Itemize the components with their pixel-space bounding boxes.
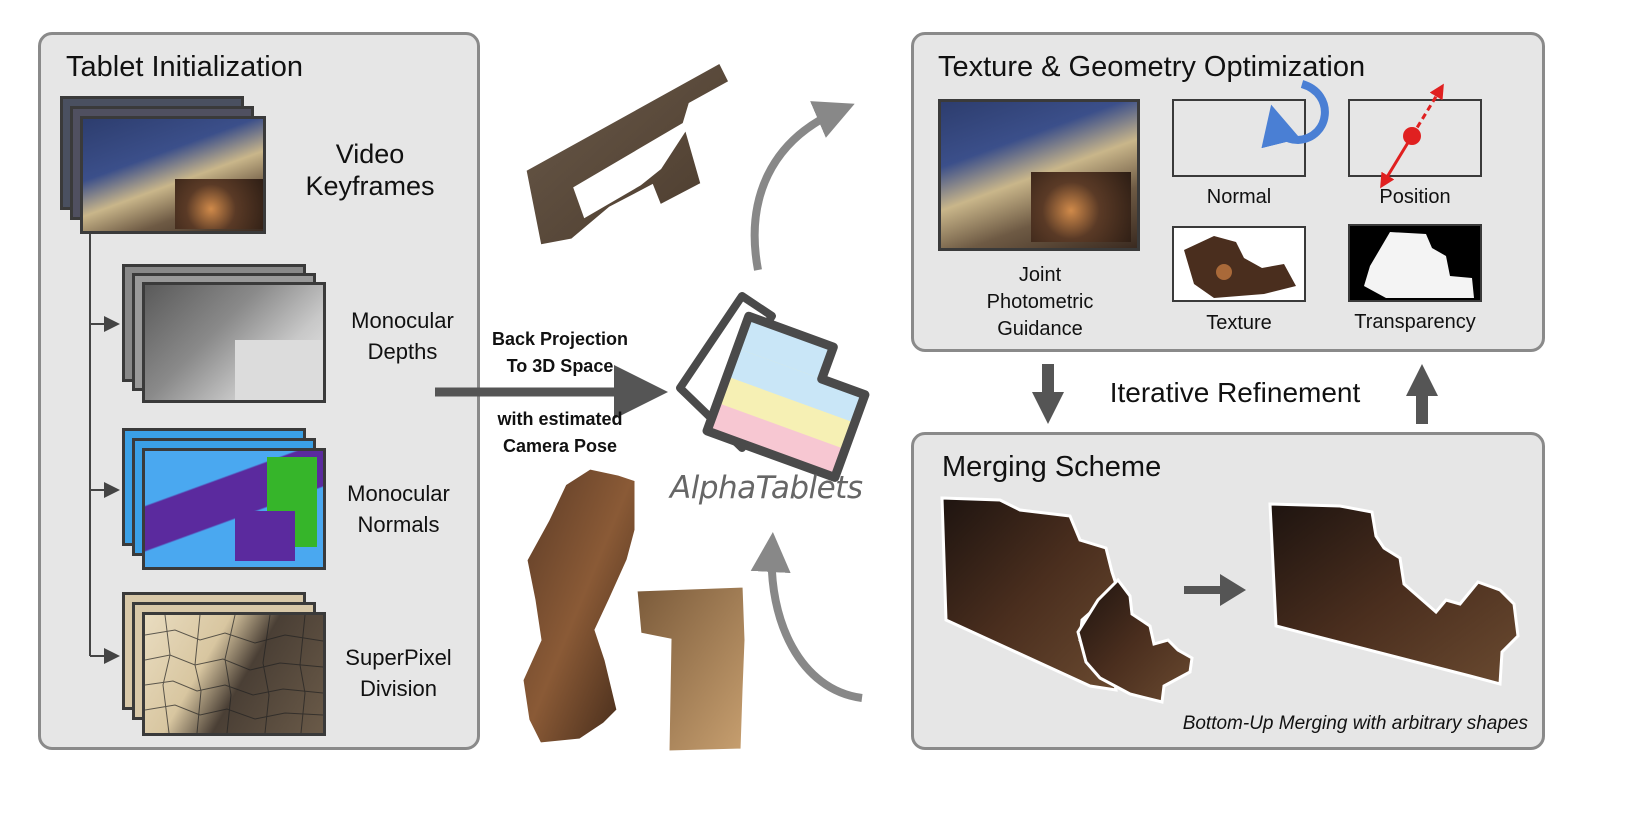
- iterative-refinement-label: Iterative Refinement: [1109, 377, 1361, 408]
- tablet-piece-top: [523, 59, 732, 248]
- monocular-depths-line1: Monocular: [351, 308, 454, 333]
- video-keyframes-label: Video Keyframes: [290, 138, 450, 203]
- projection-line3: with estimated: [497, 409, 623, 429]
- position-label: Position: [1379, 186, 1451, 208]
- superpixel-division-line1: SuperPixel: [345, 645, 452, 670]
- merge-before-piece-b: [1076, 577, 1194, 704]
- refinement-down-arrow: [1032, 364, 1064, 424]
- joint-guidance-label: Joint Photometric Guidance: [955, 262, 1125, 343]
- projection-label-top: Back Projection To 3D Space: [470, 326, 650, 380]
- merge-after-piece: [1268, 502, 1520, 686]
- merging-caption: Bottom-Up Merging with arbitrary shapes: [1182, 713, 1528, 734]
- joint-line1: Joint: [1018, 264, 1062, 286]
- texture-label: Texture: [1206, 312, 1272, 334]
- video-keyframes-line1: Video: [335, 139, 405, 169]
- projection-line1: Back Projection: [491, 329, 629, 349]
- monocular-depths-label: Monocular Depths: [330, 305, 475, 367]
- texture-geometry-title: Texture & Geometry Optimization: [938, 51, 1366, 83]
- superpixel-division-label: SuperPixel Division: [326, 642, 471, 704]
- curve-arrow-up: [750, 101, 855, 271]
- texture-box: [1172, 226, 1306, 302]
- monocular-depths-line2: Depths: [367, 339, 438, 364]
- merging-scheme-title: Merging Scheme: [942, 451, 1162, 483]
- superpixel-division-line2: Division: [359, 676, 438, 701]
- position-up-arrow-icon: [1410, 83, 1444, 137]
- joint-line2: Photometric: [986, 291, 1094, 313]
- position-dot-icon: [1403, 127, 1421, 145]
- joint-guidance-image: [938, 99, 1140, 251]
- normal-map-image: [142, 448, 326, 570]
- tablet-piece-plank: [634, 584, 748, 754]
- monocular-normals-line1: Monocular: [347, 481, 450, 506]
- merging-scheme-panel: Merging Scheme Bottom-Up Merging with ar…: [911, 432, 1545, 750]
- projection-line4: Camera Pose: [502, 436, 618, 456]
- curve-arrow-down: [750, 532, 863, 702]
- projection-line2: To 3D Space: [506, 356, 614, 376]
- depth-map-image: [142, 282, 326, 403]
- tablet-piece-wood: [520, 466, 638, 746]
- rotate-arrow-icon: [1261, 80, 1329, 149]
- normal-label: Normal: [1206, 186, 1272, 208]
- alphatablets-logo-icon: [676, 292, 870, 482]
- monocular-normals-line2: Normals: [357, 512, 440, 537]
- tablet-initialization-title: Tablet Initialization: [66, 51, 303, 83]
- joint-line3: Guidance: [997, 318, 1083, 340]
- video-keyframe-image: [80, 116, 266, 234]
- monocular-normals-label: Monocular Normals: [326, 478, 471, 540]
- alphatablets-logo-text: AlphaTablets: [670, 470, 863, 506]
- merge-arrow: [1184, 574, 1246, 606]
- projection-label-bottom: with estimated Camera Pose: [470, 406, 650, 460]
- refinement-up-arrow: [1406, 364, 1438, 424]
- video-keyframes-line2: Keyframes: [305, 171, 435, 202]
- superpixel-image: [142, 612, 326, 736]
- transparency-box: [1348, 224, 1482, 302]
- transparency-label: Transparency: [1354, 311, 1476, 333]
